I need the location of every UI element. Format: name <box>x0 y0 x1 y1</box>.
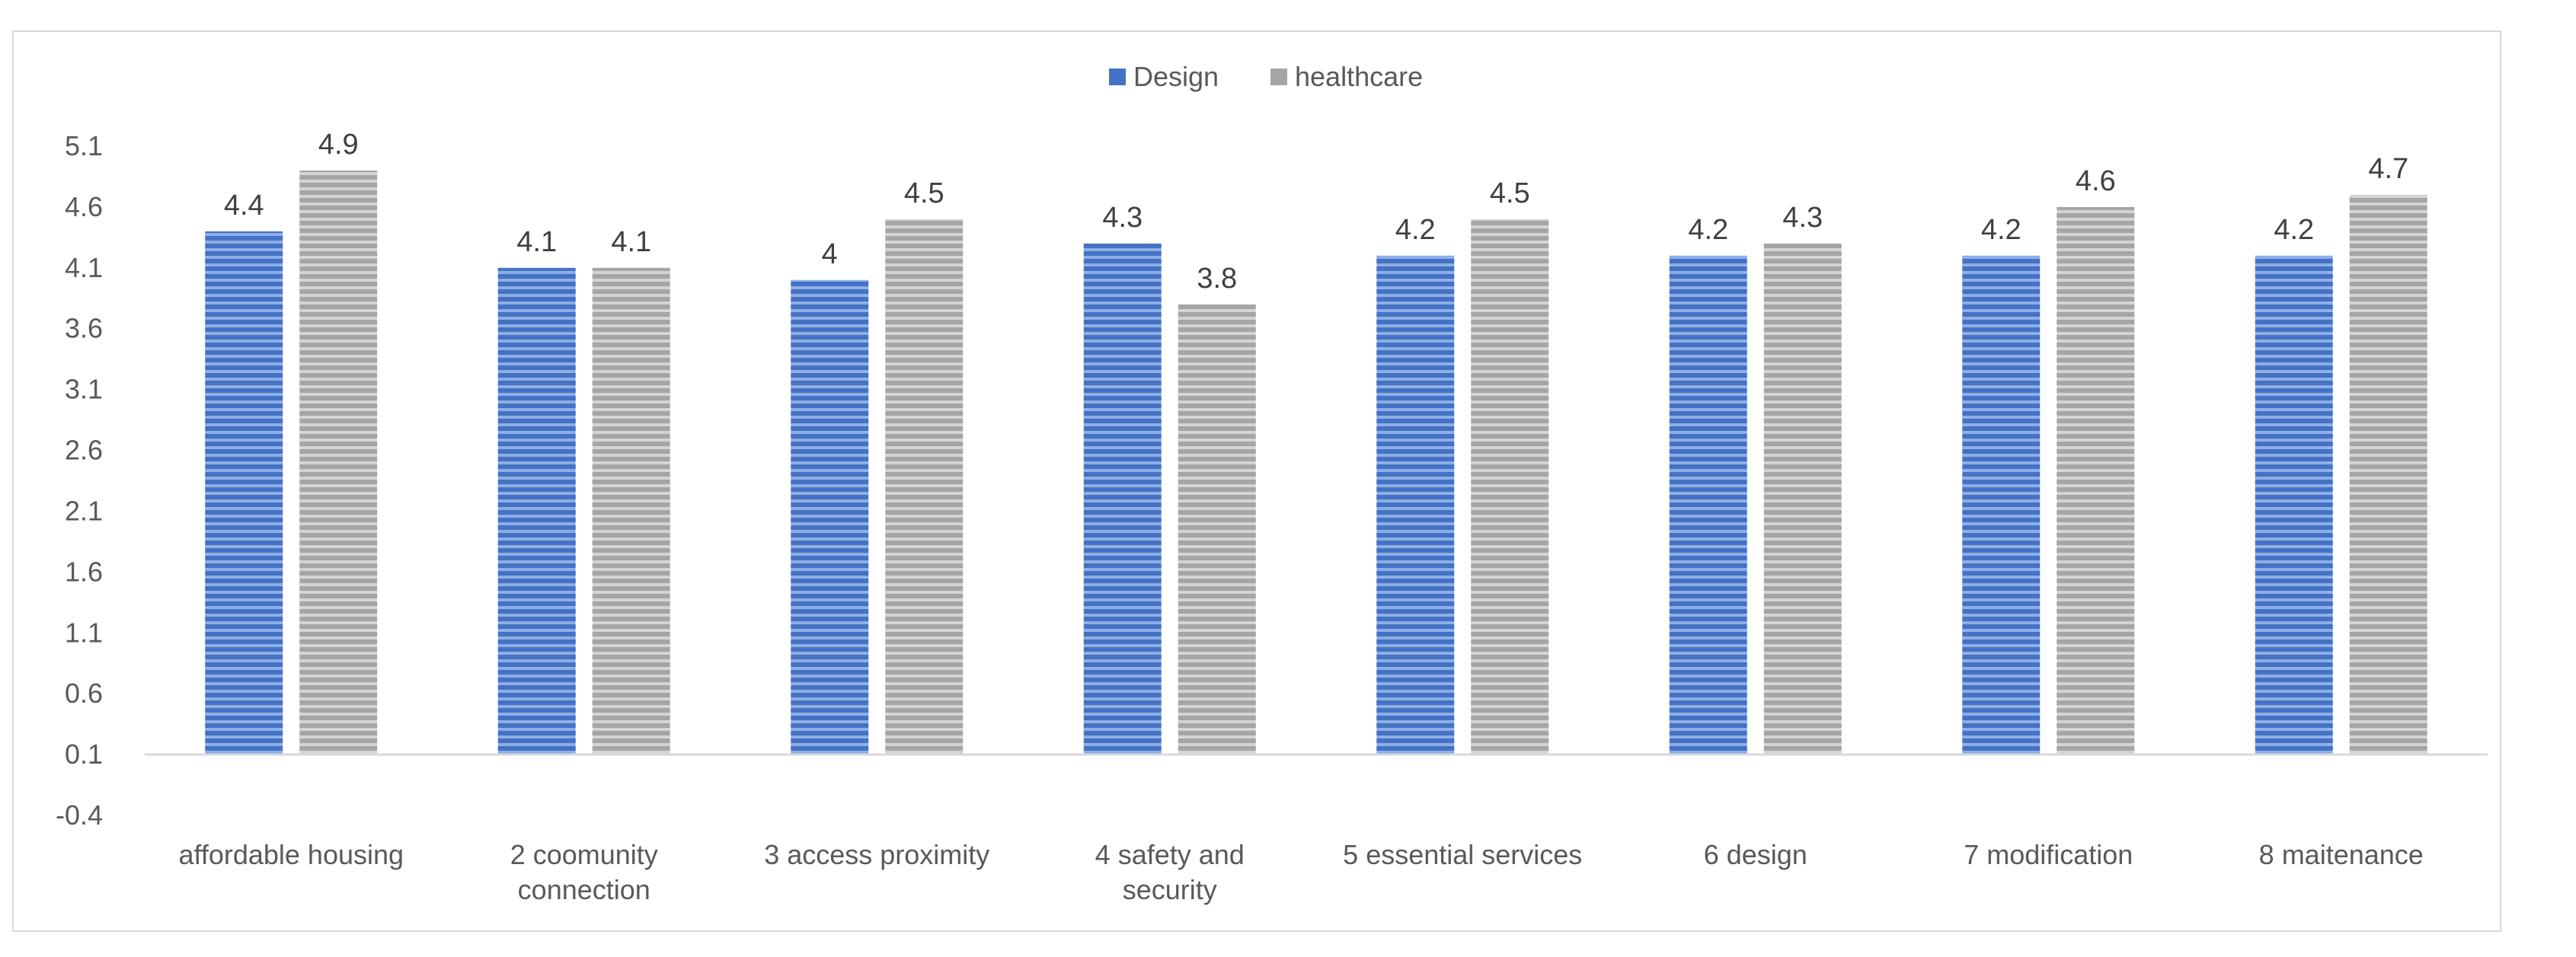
x-tick-label: 7 modification <box>1964 839 2133 870</box>
data-label-healthcare: 3.8 <box>1197 263 1237 295</box>
bar-design <box>1376 255 1455 755</box>
bar-healthcare <box>2349 194 2427 755</box>
bars: 4.4 4.9 4.1 4.1 4 4.5 4.3 3.8 4.2 4.5 4.2 4.3 4.2 4.6… <box>205 129 2427 755</box>
x-tick-label: 3 access proximity <box>764 839 989 870</box>
bar-healthcare <box>1471 219 1549 755</box>
data-label-design: 4.4 <box>224 190 264 222</box>
bar-design <box>2255 255 2333 755</box>
y-tick-label: 5.1 <box>65 130 103 161</box>
y-tick-label: 1.1 <box>65 617 103 648</box>
y-tick-label: 4.1 <box>65 252 103 283</box>
data-label-design: 4.3 <box>1102 202 1143 234</box>
data-label-design: 4.1 <box>516 226 557 258</box>
y-tick-label: 1.6 <box>65 556 103 587</box>
data-label-design: 4.2 <box>1981 214 2021 246</box>
x-tick-label: 4 safety and <box>1095 839 1245 870</box>
legend-swatch-healthcare <box>1270 69 1287 85</box>
bar-design <box>205 231 283 755</box>
y-tick-label: 2.1 <box>65 495 103 526</box>
legend: Design healthcare <box>1109 61 1423 92</box>
y-tick-label: 0.6 <box>65 678 103 709</box>
y-axis: 5.1 4.6 4.1 3.6 3.1 2.6 2.1 1.6 1.1 0.6 0.1 -0.4 <box>56 130 103 831</box>
x-tick-label: connection <box>518 874 650 905</box>
x-tick-label: 5 essential services <box>1343 839 1582 870</box>
x-tick-label: 6 design <box>1704 839 1807 870</box>
bar-healthcare <box>885 219 964 755</box>
y-tick-label: 0.1 <box>65 738 103 770</box>
bar-design <box>1962 255 2041 755</box>
data-label-healthcare: 4.3 <box>1782 202 1823 234</box>
data-label-healthcare: 4.7 <box>2368 153 2408 185</box>
legend-swatch-design <box>1109 69 1126 85</box>
bar-design <box>497 267 576 755</box>
data-label-design: 4.2 <box>1395 214 1436 246</box>
y-tick-label: -0.4 <box>56 799 103 831</box>
data-label-design: 4.2 <box>2274 214 2314 246</box>
bar-healthcare <box>2057 206 2135 755</box>
data-label-healthcare: 4.6 <box>2076 165 2116 197</box>
y-tick-label: 3.6 <box>65 313 103 344</box>
data-label-design: 4.2 <box>1688 214 1728 246</box>
x-tick-label: affordable housing <box>178 839 404 870</box>
data-label-healthcare: 4.5 <box>1490 177 1530 209</box>
x-axis: affordable housing 2 coomunity connection 3… <box>145 753 2488 905</box>
y-tick-label: 4.6 <box>65 191 103 222</box>
bar-healthcare <box>592 267 670 755</box>
legend-label-design: Design <box>1133 61 1219 92</box>
data-label-healthcare: 4.1 <box>611 226 651 258</box>
bar-healthcare <box>1763 243 1842 755</box>
data-label-healthcare: 4.5 <box>904 177 944 209</box>
bar-design <box>1083 243 1162 755</box>
x-tick-label: security <box>1123 874 1217 905</box>
bar-design <box>1669 255 1747 755</box>
y-tick-label: 2.6 <box>65 435 103 466</box>
legend-label-healthcare: healthcare <box>1295 61 1423 92</box>
data-label-design: 4 <box>822 238 838 270</box>
data-label-healthcare: 4.9 <box>318 129 359 161</box>
x-tick-label: 2 coomunity <box>510 839 658 870</box>
x-tick-label: 8 maitenance <box>2259 839 2424 870</box>
y-tick-label: 3.1 <box>65 374 103 405</box>
bar-healthcare <box>1178 304 1256 755</box>
bar-design <box>791 279 869 755</box>
bar-healthcare <box>299 170 378 755</box>
